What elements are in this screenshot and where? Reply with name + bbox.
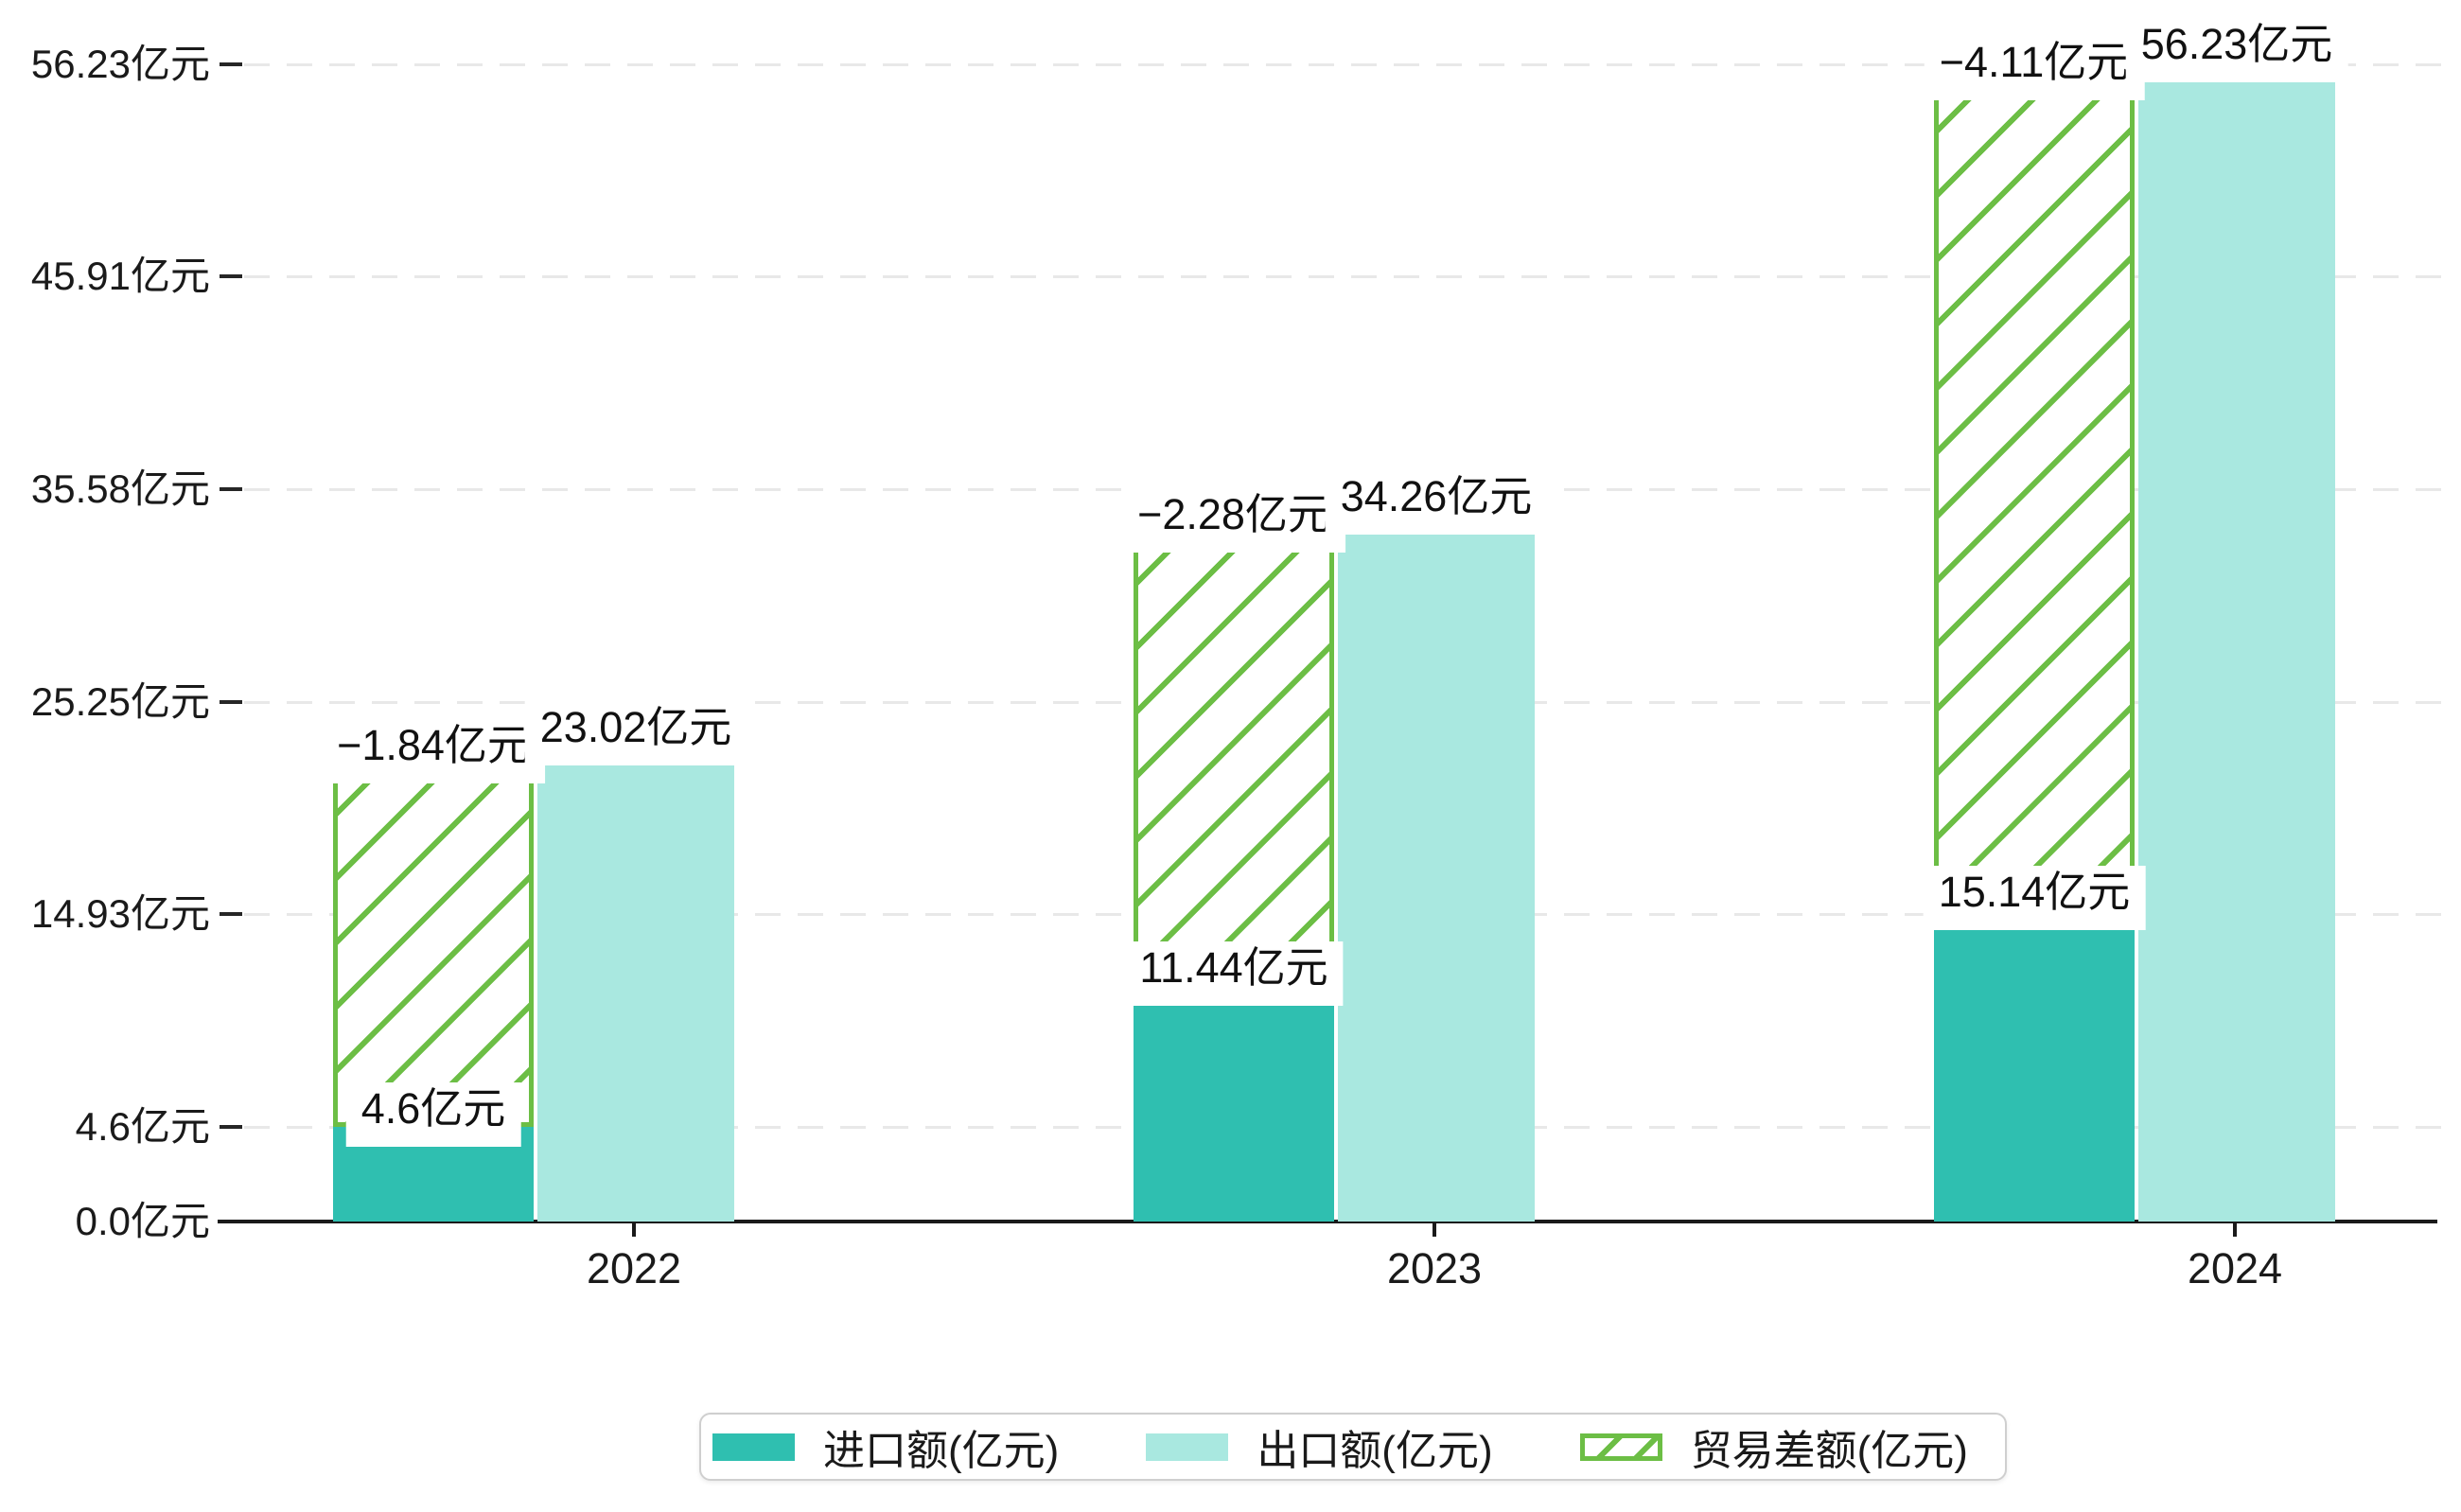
y-tick-mark [220,62,242,66]
legend: 进口额(亿元) 出口额(亿元) 贸易差额(亿元) [699,1413,2007,1481]
y-gridline [244,63,2441,66]
x-axis-line [218,1220,2437,1223]
export-swatch-icon [1146,1433,1229,1461]
legend-item-export: 出口额(亿元) [1146,1416,1493,1477]
export-bar [537,747,734,1222]
trade-difference-value-label: −2.28亿元 [1122,488,1345,553]
y-tick-mark [220,700,242,704]
export-value-label: 23.02亿元 [524,701,747,765]
x-axis-year-label: 2024 [2187,1244,2283,1292]
export-value-label: 56.23亿元 [2125,18,2348,82]
y-tick-mark [220,912,242,916]
export-bar [2138,64,2335,1222]
legend-label-import: 进口额(亿元) [823,1428,1060,1474]
legend-label-export: 出口额(亿元) [1257,1428,1493,1474]
import-swatch-icon [712,1433,795,1461]
export-bar [1338,517,1535,1222]
import-bar [1934,910,2135,1222]
trade-difference-bar [333,747,534,1127]
trade-difference-bar [1134,517,1334,986]
export-value-label: 34.26亿元 [1325,470,1548,535]
x-axis-year-label: 2022 [586,1244,682,1292]
y-axis-tick-label: 14.93亿元 [30,891,210,936]
x-axis-tick-mark [2233,1222,2237,1237]
y-axis-tick-label: 25.25亿元 [30,679,210,724]
y-axis-tick-label: 35.58亿元 [30,466,210,511]
trade-difference-value-label: −1.84亿元 [322,719,545,783]
import-value-label: 11.44亿元 [1124,941,1344,1006]
y-axis-tick-label: 4.6亿元 [75,1104,210,1149]
trade-difference-value-label: −4.11亿元 [1924,36,2145,100]
y-axis-tick-label: 0.0亿元 [75,1199,210,1243]
x-axis-year-label: 2023 [1386,1244,1483,1292]
y-tick-mark [220,274,242,278]
legend-label-trade-difference: 贸易差额(亿元) [1690,1428,1968,1474]
legend-item-import: 进口额(亿元) [712,1416,1059,1477]
x-axis-tick-mark [632,1222,636,1237]
x-axis-tick-mark [1433,1222,1436,1237]
trade-difference-swatch-icon [1579,1433,1662,1461]
y-axis-tick-label: 45.91亿元 [30,254,210,298]
legend-item-trade-difference: 贸易差额(亿元) [1579,1416,1968,1477]
import-bar [1134,986,1334,1222]
y-tick-mark [220,1125,242,1129]
trade-difference-bar [1934,64,2135,910]
import-value-label: 15.14亿元 [1923,866,2146,930]
y-axis-tick-label: 56.23亿元 [30,42,210,86]
y-gridline [244,275,2441,278]
import-value-label: 4.6亿元 [345,1082,521,1147]
y-tick-mark [220,487,242,491]
